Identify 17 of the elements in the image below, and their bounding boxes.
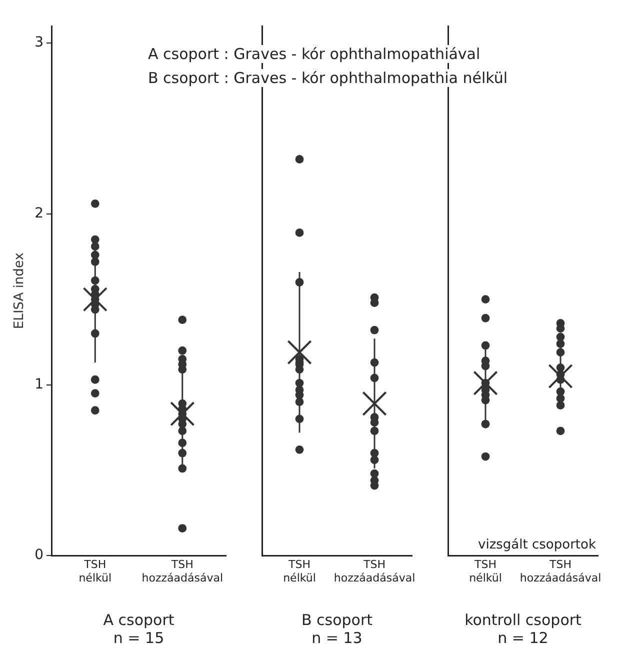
x-tick-label: TSH hozzáadásával [142,558,223,584]
x-axis-title: vizsgált csoportok [478,537,596,552]
x-tick-label: TSH hozzáadásával [334,558,416,584]
text: B csoport : Graves - kór ophthalmopathia nélkül [148,69,508,87]
text: A csoport : Graves - kór ophthalmopathiával [148,45,480,63]
text: kontroll csoport n = 12 [464,610,582,647]
x-tick-label: TSH hozzáadásával [520,558,602,584]
x-tick-label: TSH nélkül [469,558,502,584]
y-tick-label: 3 [34,34,44,51]
y-axis-title: ELISA index [12,252,28,329]
x-tick-label: TSH nélkül [283,558,316,584]
y-tick-label: 2 [34,206,44,222]
text: A csoport n = 15 [103,610,174,647]
x-tick-label: TSH nélkül [78,558,112,584]
y-tick-label: 0 [34,547,44,564]
y-tick-label: 1 [34,376,44,392]
text: B csoport n = 13 [301,610,373,647]
